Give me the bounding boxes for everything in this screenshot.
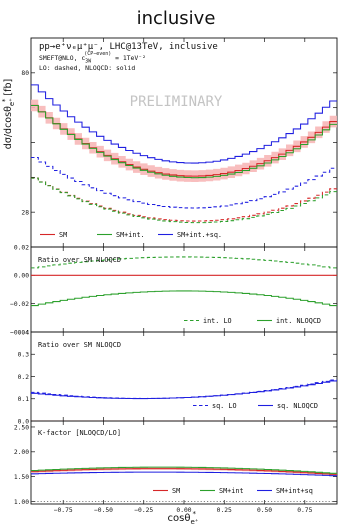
legend-label: sq. NLOQCD bbox=[277, 402, 318, 410]
y-tick-label: 0.2 bbox=[18, 374, 30, 381]
panel-title: Ratio over SM NLOQCD bbox=[38, 341, 121, 349]
legend-label: SM bbox=[59, 231, 67, 239]
legend-label: SM+int+sq bbox=[276, 487, 313, 495]
y-axis-label: dσ/dcosθe⁺* [fb] bbox=[1, 79, 16, 149]
y-tick-label: 0.02 bbox=[14, 244, 29, 251]
legend-label: sq. LO bbox=[212, 402, 237, 410]
panel-ratio-int: −0.04 −0.02 0.00 0.02 int. LO int. NLOQCD Rati… bbox=[10, 244, 338, 336]
y-tick-label: 0.3 bbox=[18, 352, 30, 359]
y-tick-label: 80 bbox=[21, 70, 29, 77]
y-tick-label: 1.00 bbox=[14, 499, 29, 506]
series-sq-lo-dashed bbox=[31, 379, 337, 399]
plot-area bbox=[31, 84, 337, 224]
x-tick-label: 0.25 bbox=[217, 507, 232, 514]
series-band-sm bbox=[31, 99, 337, 182]
x-tick-label: −0.75 bbox=[54, 507, 73, 514]
plot-area bbox=[31, 256, 337, 307]
panel-title: K-factor [NLOQCD/LO] bbox=[38, 429, 121, 437]
panel-main: 28 80 pp→e⁺νₑμ⁺μ⁻, LHC@13TeV, inclusiveSME… bbox=[21, 37, 338, 248]
x-tick-label: 0.50 bbox=[257, 507, 272, 514]
legend-label: SM bbox=[172, 487, 180, 495]
y-tick-label: 1.50 bbox=[14, 474, 29, 481]
x-axis-label: cosθe⁺* bbox=[168, 510, 199, 526]
legend-label: SM+int.+sq. bbox=[177, 231, 222, 239]
y-tick-label: 0.00 bbox=[14, 273, 29, 280]
series-sm-int--nloqcd bbox=[31, 104, 337, 179]
series-sm-lo bbox=[31, 177, 337, 222]
x-tick-label: 0.00 bbox=[176, 507, 191, 514]
series-int-nloqcd-solid bbox=[31, 290, 337, 307]
x-tick-label: −0.50 bbox=[94, 507, 113, 514]
series-sm-int-sq-solid bbox=[31, 471, 337, 477]
plot-area bbox=[31, 379, 337, 421]
y-tick-label: 0.1 bbox=[18, 396, 30, 403]
series-sm-int-sq--lo bbox=[31, 156, 337, 209]
y-tick-label: 0.4 bbox=[18, 329, 30, 336]
process-label: pp→e⁺νₑμ⁺μ⁻, LHC@13TeV, inclusive bbox=[39, 42, 218, 52]
series-sm-int-sq--nloqcd bbox=[31, 84, 337, 164]
y-tick-label: 0.0 bbox=[18, 418, 30, 425]
y-tick-label: −0.04 bbox=[10, 329, 29, 336]
legend-label: int. LO bbox=[203, 317, 232, 325]
series-int-lo-dashed bbox=[31, 256, 337, 269]
series-sm-int-solid bbox=[31, 466, 337, 474]
model-label: SMEFT@NLO, c3W(CP−even) = 1TeV⁻² bbox=[39, 51, 146, 65]
figure-title: inclusive bbox=[137, 8, 216, 29]
x-tick-label: 0.75 bbox=[297, 507, 312, 514]
order-note: LO: dashed, NLOQCD: solid bbox=[39, 64, 135, 72]
legend-label: SM+int bbox=[219, 487, 244, 495]
y-tick-label: 2.50 bbox=[14, 424, 29, 431]
panel-ratio-sq: 0.0 0.1 0.2 0.3 0.4 sq. LO sq. NLOQCD Ratio ove… bbox=[18, 329, 338, 425]
legend-label: SM+int. bbox=[116, 231, 145, 239]
panel-kfactor: 1.00 1.50 2.00 2.50 −0.75 −0.50 −0.25 0.00 0.25 0… bbox=[14, 420, 338, 514]
y-tick-label: −0.02 bbox=[10, 301, 29, 308]
y-tick-label: 2.00 bbox=[14, 449, 29, 456]
series-sm-int--lo bbox=[31, 177, 337, 224]
legend-label: int. NLOQCD bbox=[276, 317, 321, 325]
series-sm-solid bbox=[31, 468, 337, 475]
plot-area bbox=[31, 466, 337, 502]
x-tick-label: −0.25 bbox=[134, 507, 153, 514]
series-sq-nloqcd-solid bbox=[31, 380, 337, 400]
watermark: PRELIMINARY bbox=[130, 94, 223, 110]
y-tick-label: 28 bbox=[21, 209, 29, 216]
panel-title: Ratio over SM NLOQCD bbox=[38, 256, 121, 264]
